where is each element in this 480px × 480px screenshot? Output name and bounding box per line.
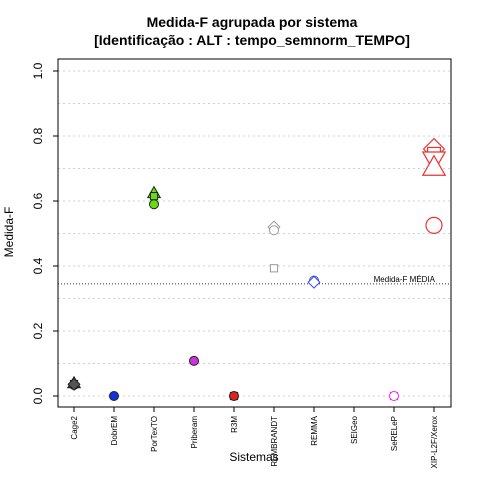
y-tick-label: 0.4 — [31, 257, 45, 274]
data-point — [389, 391, 399, 401]
plot-frame — [57, 58, 452, 408]
x-tick-label: SeRELeP — [390, 416, 399, 451]
y-tick-label: 0.0 — [31, 387, 45, 404]
y-tick-label: 1.0 — [31, 62, 45, 79]
y-axis-label: Medida-F — [2, 207, 16, 258]
data-point — [425, 216, 443, 234]
x-tick-label: R3M — [230, 416, 239, 433]
data-point — [67, 377, 81, 391]
y-tick-label: 0.6 — [31, 192, 45, 209]
x-tick-label: Priberam — [190, 416, 199, 449]
x-axis-label: Sistemas — [229, 450, 278, 464]
data-point — [189, 355, 199, 366]
x-tick-label: SEIGeo — [350, 415, 359, 444]
x-tick-label: DobrEM — [110, 416, 119, 446]
grid — [58, 70, 451, 397]
y-axis: 0.0 0.2 0.4 0.6 0.8 1.0 — [31, 62, 58, 404]
y-tick-label: 0.8 — [31, 127, 45, 144]
data-point — [421, 154, 447, 176]
data-point — [229, 391, 239, 401]
x-tick-label: PorTexTO — [150, 416, 159, 452]
x-axis: Cage2 DobrEM PorTexTO Priberam R3M REMBRANDT R… — [70, 407, 439, 468]
data-point — [149, 199, 159, 210]
data-point — [109, 391, 119, 401]
data-points — [66, 137, 447, 401]
x-tick-label: Cage2 — [70, 415, 79, 439]
reference-line: Medida-F MÉDIA — [58, 275, 451, 285]
x-tick-label: XIP-L2F/Xerox — [430, 416, 439, 468]
data-point — [269, 225, 279, 236]
data-point — [307, 275, 321, 289]
chart-title: Medida-F agrupada por sistema — [147, 14, 358, 30]
reference-line-label: Medida-F MÉDIA — [374, 275, 436, 284]
x-tick-label: REMMA — [310, 415, 319, 445]
y-tick-label: 0.2 — [31, 322, 45, 339]
chart-subtitle: [Identificação : ALT : tempo_semnorm_TEM… — [94, 32, 410, 48]
x-tick-label: REMBRANDT — [270, 416, 279, 467]
data-point — [149, 192, 159, 201]
data-point — [269, 264, 279, 273]
